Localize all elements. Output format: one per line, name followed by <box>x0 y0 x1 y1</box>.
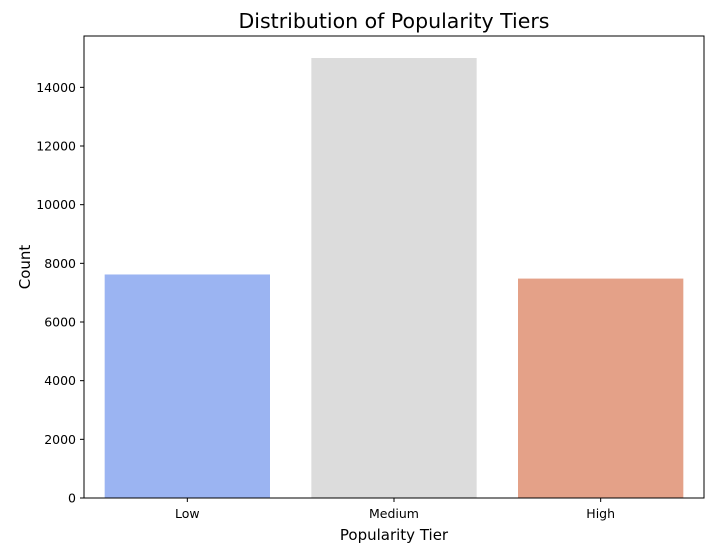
chart-title: Distribution of Popularity Tiers <box>239 9 550 33</box>
y-axis-title: Count <box>16 245 34 290</box>
y-tick-label-2000: 2000 <box>44 432 76 447</box>
y-tick-label-10000: 10000 <box>36 197 76 212</box>
plot-frame <box>83 35 705 499</box>
y-tick-label-4000: 4000 <box>44 373 76 388</box>
bars-layer <box>104 58 684 498</box>
x-tick-label-low: Low <box>175 506 200 521</box>
bar-high <box>518 278 684 498</box>
y-tick-label-12000: 12000 <box>36 139 76 154</box>
bar-low <box>104 274 271 498</box>
x-axis-ticks: Low Medium High <box>175 498 615 521</box>
y-tick-label-14000: 14000 <box>36 80 76 95</box>
x-axis-title: Popularity Tier <box>340 526 449 544</box>
x-tick-label-high: High <box>586 506 615 521</box>
x-tick-label-medium: Medium <box>369 506 419 521</box>
y-axis-ticks: 0 2000 4000 6000 8000 10000 12000 14000 <box>36 80 84 506</box>
bar-medium <box>311 58 477 498</box>
y-tick-label-8000: 8000 <box>44 256 76 271</box>
y-tick-label-0: 0 <box>68 491 76 506</box>
y-tick-label-6000: 6000 <box>44 315 76 330</box>
